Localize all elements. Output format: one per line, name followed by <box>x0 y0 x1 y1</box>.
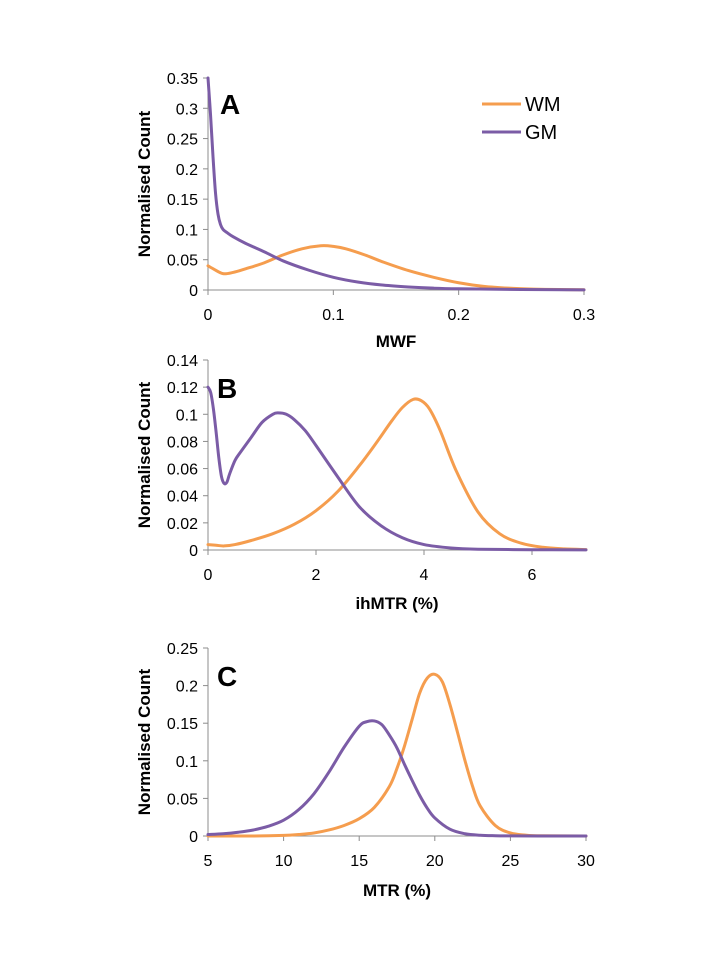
series-line-wm <box>206 397 588 552</box>
x-axis-title: MWF <box>376 332 417 351</box>
x-tick-label: 6 <box>528 567 537 584</box>
y-tick-label: 0.02 <box>167 516 198 533</box>
series-line-wm <box>206 672 588 838</box>
x-tick-label: 0.3 <box>573 307 595 324</box>
y-axis-title: Normalised Count <box>135 668 154 815</box>
x-tick-label: 0.1 <box>322 307 344 324</box>
y-tick-label: 0 <box>189 543 198 560</box>
series-line-gm <box>206 719 588 838</box>
chart-panel-C: 0 0.05 0.1 0.15 0.2 0.25 5 10 15 20 25 30 MTR (%) Nor… <box>135 641 595 900</box>
panel-letter: A <box>220 89 240 120</box>
x-tick-label: 15 <box>350 853 368 870</box>
x-tick-label: 20 <box>426 853 444 870</box>
y-tick-label: 0.1 <box>176 407 198 424</box>
y-tick-label: 0.04 <box>167 489 198 506</box>
chart-panel-B: 0 0.02 0.04 0.06 0.08 0.1 0.12 0.14 0 2 4 6 ihMTR (%… <box>135 353 588 613</box>
chart-panel-A: 0 0.05 0.1 0.15 0.2 0.25 0.3 0.35 0 0.1 0.2 0.3 MWF N… <box>135 71 595 351</box>
x-tick-label: 30 <box>577 853 595 870</box>
series-line-gm <box>206 385 588 552</box>
x-tick-label: 10 <box>275 853 293 870</box>
y-tick-label: 0.05 <box>167 253 198 270</box>
y-tick-label: 0.06 <box>167 462 198 479</box>
y-tick-label: 0 <box>189 283 198 300</box>
y-tick-label: 0.1 <box>176 222 198 239</box>
x-tick-label: 25 <box>502 853 520 870</box>
x-tick-label: 0 <box>204 567 213 584</box>
y-tick-label: 0.35 <box>167 71 198 88</box>
y-tick-label: 0.15 <box>167 716 198 733</box>
y-tick-label: 0.25 <box>167 132 198 149</box>
x-axis-title: MTR (%) <box>363 881 431 900</box>
y-tick-label: 0.1 <box>176 754 198 771</box>
y-tick-label: 0.14 <box>167 353 198 370</box>
x-tick-label: 0.2 <box>448 307 470 324</box>
panel-letter: B <box>217 373 237 404</box>
y-tick-label: 0.08 <box>167 434 198 451</box>
legend: WM GM <box>482 94 561 144</box>
y-tick-label: 0.15 <box>167 192 198 209</box>
legend-label-wm: WM <box>525 94 561 116</box>
y-tick-label: 0.2 <box>176 162 198 179</box>
series-line-wm <box>206 244 586 292</box>
x-tick-label: 4 <box>420 567 429 584</box>
x-axis-title: ihMTR (%) <box>355 594 438 613</box>
legend-label-gm: GM <box>525 122 557 144</box>
y-tick-label: 0.12 <box>167 380 198 397</box>
x-tick-label: 5 <box>204 853 213 870</box>
y-tick-label: 0.3 <box>176 101 198 118</box>
series-line-gm <box>206 76 586 292</box>
y-tick-label: 0.25 <box>167 641 198 658</box>
x-tick-label: 2 <box>312 567 321 584</box>
panel-letter: C <box>217 661 237 692</box>
y-tick-label: 0.05 <box>167 791 198 808</box>
x-tick-label: 0 <box>204 307 213 324</box>
y-tick-label: 0.2 <box>176 679 198 696</box>
y-tick-label: 0 <box>189 829 198 846</box>
y-axis-title: Normalised Count <box>135 381 154 528</box>
y-axis-title: Normalised Count <box>135 110 154 257</box>
